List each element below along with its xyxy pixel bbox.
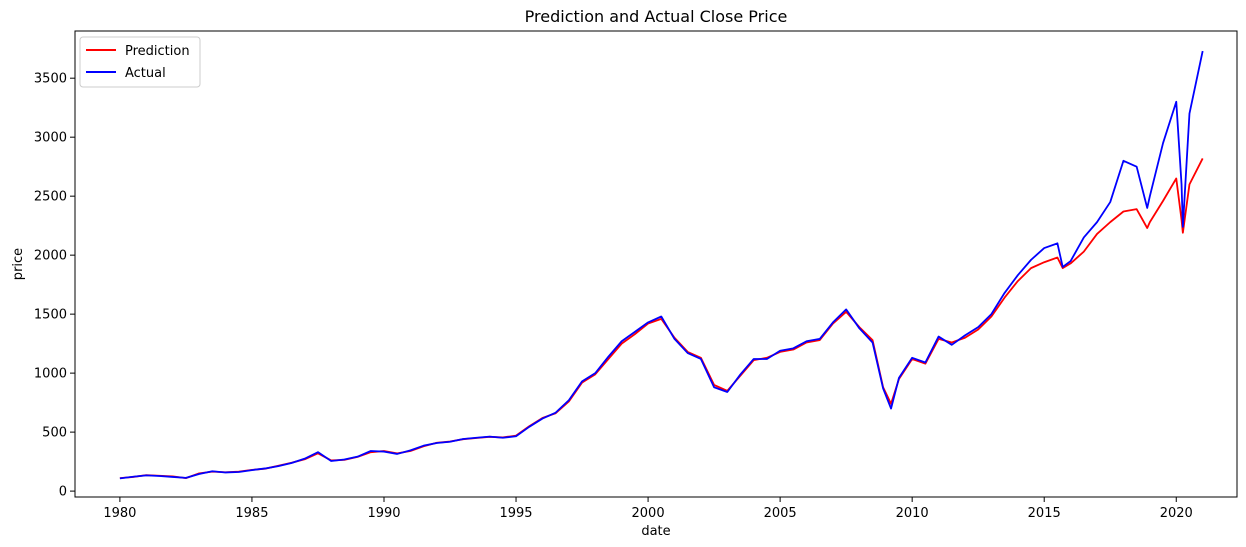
y-axis-label: price [11,248,26,280]
x-tick-label: 1995 [499,506,532,521]
x-axis-label: date [641,524,670,539]
x-tick-label: 2005 [764,506,797,521]
legend: Prediction Actual [79,36,201,88]
x-tick-label: 2010 [896,506,929,521]
x-tick-label: 2000 [632,506,665,521]
x-tick-label: 1985 [235,506,268,521]
x-tick-label: 2015 [1028,506,1061,521]
y-tick-label: 2000 [34,249,67,264]
y-tick-label: 1500 [34,308,67,323]
legend-label-actual: Actual [125,66,166,81]
y-tick-label: 1000 [34,367,67,382]
x-tick-label: 2020 [1160,506,1193,521]
x-axis: 1980 1985 1990 1995 2000 2005 2010 2015 2020 [103,497,1193,521]
chart-title: Prediction and Actual Close Price [525,7,788,26]
x-tick-label: 1990 [367,506,400,521]
y-tick-label: 0 [59,485,67,500]
y-tick-label: 3000 [34,131,67,146]
x-tick-label: 1980 [103,506,136,521]
series-line-actual [119,50,1204,480]
series-layer [119,50,1204,480]
y-axis: 0 500 1000 1500 2000 2500 3000 3500 [34,72,75,500]
legend-label-prediction: Prediction [125,44,190,59]
plot-area [74,30,1238,498]
y-tick-label: 2500 [34,190,67,205]
y-tick-label: 500 [42,426,67,441]
y-tick-label: 3500 [34,72,67,87]
